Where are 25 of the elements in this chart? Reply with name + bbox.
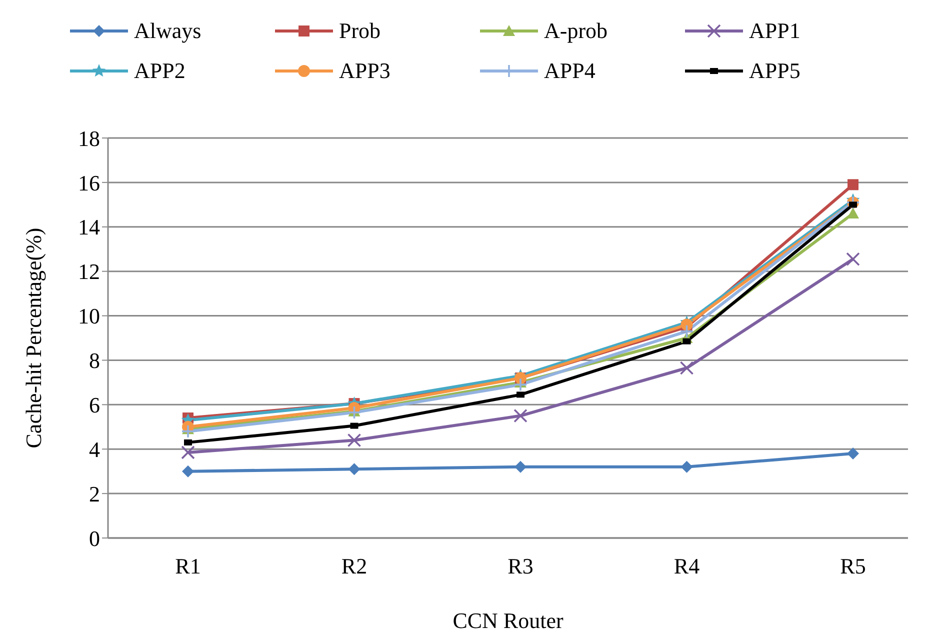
x-tick-label: R5: [840, 554, 866, 579]
legend-label: A-prob: [544, 18, 608, 44]
y-tick-label: 10: [78, 304, 100, 329]
y-tick-label: 12: [78, 259, 100, 284]
y-tick-label: 0: [89, 526, 100, 551]
x-axis-title: CCN Router: [452, 608, 564, 633]
y-tick-label: 8: [89, 348, 100, 374]
y-tick-label: 18: [78, 126, 100, 151]
legend-label: APP1: [749, 18, 800, 44]
y-tick-label: 2: [89, 481, 100, 506]
x-tick-label: R1: [175, 554, 201, 579]
legend-label: APP2: [134, 58, 186, 84]
x-tick-label: R3: [508, 554, 534, 579]
legend-label: Prob: [339, 18, 381, 44]
y-tick-label: 4: [89, 436, 100, 462]
legend-label: APP3: [339, 58, 390, 84]
x-tick-label: R4: [674, 554, 700, 579]
legend-label: APP5: [749, 58, 800, 84]
y-axis-title: Cache-hit Percentage(%): [20, 228, 46, 448]
legend-label: Always: [134, 18, 202, 44]
legend-label: APP4: [544, 58, 596, 84]
y-tick-label: 16: [78, 170, 100, 196]
y-tick-label: 14: [78, 214, 100, 240]
x-tick-label: R2: [341, 554, 368, 579]
y-tick-label: 6: [89, 392, 100, 418]
